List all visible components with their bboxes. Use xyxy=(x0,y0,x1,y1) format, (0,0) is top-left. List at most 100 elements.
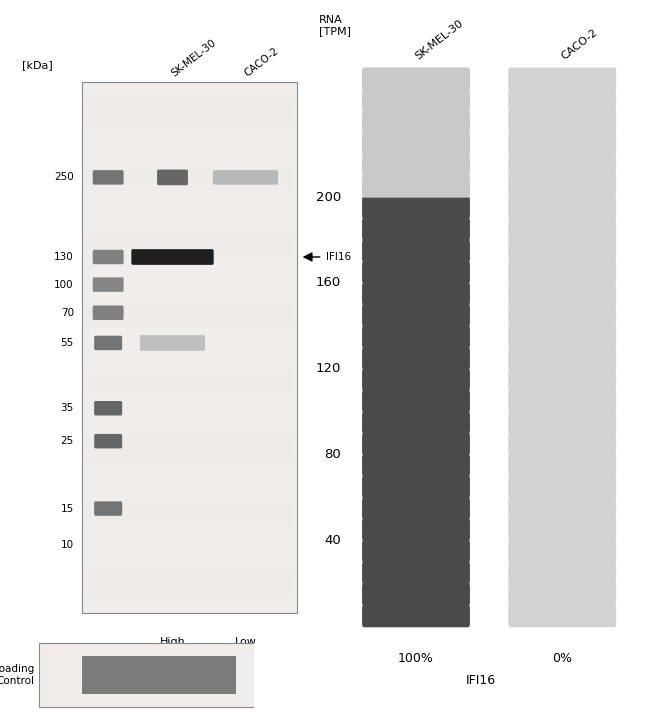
FancyBboxPatch shape xyxy=(131,249,214,265)
FancyBboxPatch shape xyxy=(94,401,122,416)
Text: [kDa]: [kDa] xyxy=(22,60,53,70)
Text: 55: 55 xyxy=(60,338,74,348)
FancyBboxPatch shape xyxy=(362,475,470,498)
Text: High: High xyxy=(160,637,185,647)
FancyBboxPatch shape xyxy=(85,436,294,460)
FancyBboxPatch shape xyxy=(508,218,616,241)
FancyBboxPatch shape xyxy=(93,277,124,292)
FancyBboxPatch shape xyxy=(94,501,122,516)
FancyBboxPatch shape xyxy=(362,540,470,563)
FancyBboxPatch shape xyxy=(362,239,470,262)
FancyBboxPatch shape xyxy=(362,261,470,284)
Text: CACO-2: CACO-2 xyxy=(560,27,599,62)
FancyBboxPatch shape xyxy=(508,325,616,348)
Text: RNA
[TPM]: RNA [TPM] xyxy=(318,15,350,37)
FancyBboxPatch shape xyxy=(362,368,470,391)
Text: 120: 120 xyxy=(316,363,341,376)
Text: 10: 10 xyxy=(60,540,74,550)
FancyBboxPatch shape xyxy=(85,302,294,326)
Text: Loading
Control: Loading Control xyxy=(0,664,34,686)
FancyBboxPatch shape xyxy=(508,368,616,391)
FancyBboxPatch shape xyxy=(508,497,616,520)
FancyBboxPatch shape xyxy=(94,434,122,449)
FancyBboxPatch shape xyxy=(362,390,470,412)
FancyBboxPatch shape xyxy=(508,454,616,477)
FancyBboxPatch shape xyxy=(508,111,616,134)
FancyBboxPatch shape xyxy=(508,390,616,412)
FancyBboxPatch shape xyxy=(508,411,616,434)
Text: SK-MEL-30: SK-MEL-30 xyxy=(169,38,218,79)
FancyBboxPatch shape xyxy=(85,167,294,191)
Text: 80: 80 xyxy=(324,448,341,461)
FancyBboxPatch shape xyxy=(508,561,616,584)
FancyBboxPatch shape xyxy=(508,475,616,498)
FancyBboxPatch shape xyxy=(93,170,124,185)
FancyBboxPatch shape xyxy=(508,197,616,219)
FancyBboxPatch shape xyxy=(85,100,294,124)
Text: 100%: 100% xyxy=(398,652,434,665)
FancyBboxPatch shape xyxy=(362,347,470,370)
FancyBboxPatch shape xyxy=(508,175,616,197)
FancyBboxPatch shape xyxy=(85,369,294,393)
FancyBboxPatch shape xyxy=(362,89,470,112)
FancyBboxPatch shape xyxy=(362,304,470,327)
FancyBboxPatch shape xyxy=(508,347,616,370)
FancyBboxPatch shape xyxy=(85,570,294,595)
FancyBboxPatch shape xyxy=(362,433,470,455)
FancyBboxPatch shape xyxy=(508,282,616,305)
FancyBboxPatch shape xyxy=(362,197,470,219)
Text: 130: 130 xyxy=(54,252,74,262)
FancyBboxPatch shape xyxy=(82,656,159,694)
FancyBboxPatch shape xyxy=(93,305,124,320)
FancyBboxPatch shape xyxy=(508,304,616,327)
Text: 35: 35 xyxy=(60,404,74,414)
FancyBboxPatch shape xyxy=(362,605,470,628)
FancyBboxPatch shape xyxy=(362,282,470,305)
FancyBboxPatch shape xyxy=(83,82,297,612)
FancyBboxPatch shape xyxy=(362,454,470,477)
FancyBboxPatch shape xyxy=(508,239,616,262)
FancyBboxPatch shape xyxy=(85,503,294,527)
Text: CACO-2: CACO-2 xyxy=(242,46,280,79)
Text: 40: 40 xyxy=(324,534,341,547)
FancyBboxPatch shape xyxy=(362,583,470,606)
FancyBboxPatch shape xyxy=(508,154,616,176)
FancyBboxPatch shape xyxy=(362,132,470,154)
FancyBboxPatch shape xyxy=(508,605,616,628)
FancyBboxPatch shape xyxy=(508,67,616,90)
FancyBboxPatch shape xyxy=(362,218,470,241)
Text: 25: 25 xyxy=(60,436,74,446)
FancyBboxPatch shape xyxy=(508,583,616,606)
Text: Low: Low xyxy=(235,637,256,647)
FancyBboxPatch shape xyxy=(213,170,278,185)
FancyBboxPatch shape xyxy=(362,561,470,584)
FancyBboxPatch shape xyxy=(93,250,124,264)
FancyBboxPatch shape xyxy=(362,67,470,90)
Text: 250: 250 xyxy=(54,172,74,182)
FancyBboxPatch shape xyxy=(362,325,470,348)
FancyBboxPatch shape xyxy=(157,169,188,185)
FancyBboxPatch shape xyxy=(508,89,616,112)
Text: 160: 160 xyxy=(316,276,341,289)
FancyBboxPatch shape xyxy=(508,540,616,563)
Text: IFI16: IFI16 xyxy=(326,252,350,262)
FancyBboxPatch shape xyxy=(362,111,470,134)
FancyBboxPatch shape xyxy=(508,261,616,284)
FancyBboxPatch shape xyxy=(508,518,616,541)
Text: 0%: 0% xyxy=(552,652,572,665)
FancyBboxPatch shape xyxy=(362,518,470,541)
FancyBboxPatch shape xyxy=(508,433,616,455)
Text: 70: 70 xyxy=(60,308,74,318)
FancyBboxPatch shape xyxy=(94,336,122,350)
FancyBboxPatch shape xyxy=(140,335,205,351)
FancyBboxPatch shape xyxy=(362,154,470,176)
FancyBboxPatch shape xyxy=(39,643,254,707)
Text: SK-MEL-30: SK-MEL-30 xyxy=(413,18,465,62)
FancyBboxPatch shape xyxy=(508,132,616,154)
Text: 200: 200 xyxy=(316,190,341,203)
Text: 15: 15 xyxy=(60,503,74,513)
FancyBboxPatch shape xyxy=(85,234,294,258)
FancyBboxPatch shape xyxy=(362,411,470,434)
FancyBboxPatch shape xyxy=(362,175,470,197)
FancyBboxPatch shape xyxy=(159,656,237,694)
